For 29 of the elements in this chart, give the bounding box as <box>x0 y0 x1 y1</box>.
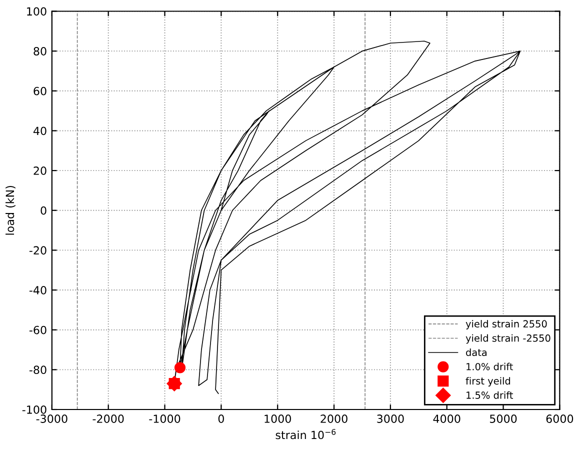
y-tick-label: 20 <box>34 166 46 175</box>
legend-label: 1.0% drift <box>466 362 513 370</box>
x-tick-label: 1000 <box>264 414 291 423</box>
legend-label: first yeild <box>466 377 510 386</box>
y-tick-label: -100 <box>22 405 46 414</box>
y-tick-label: -20 <box>29 246 46 255</box>
x-tick-label: 5000 <box>490 414 517 423</box>
legend-label: yield strain -2550 <box>466 334 550 344</box>
x-tick-label: 0 <box>218 414 224 423</box>
x-tick-label: -3000 <box>36 414 68 423</box>
y-tick-label: 40 <box>33 126 46 136</box>
x-tick-label: 2000 <box>320 414 348 423</box>
x-tick-label: -1000 <box>149 414 180 423</box>
x-tick-label: 3000 <box>377 414 404 423</box>
y-tick-label: 60 <box>34 86 46 96</box>
y-tick-label: -80 <box>29 366 46 374</box>
x-tick-label: -2000 <box>92 414 124 423</box>
y-tick-label: -60 <box>29 326 46 334</box>
y-tick-label: -40 <box>29 286 46 294</box>
y-tick-label: 0 <box>40 206 46 215</box>
legend-label: 1.5% drift <box>466 391 513 399</box>
y-tick-label: 80 <box>34 47 46 56</box>
legend-label: yield strain 2550 <box>466 320 547 330</box>
y-tick-label: 100 <box>27 7 46 16</box>
x-tick-label: 4000 <box>433 414 460 423</box>
x-axis-title: strain 10$^{−6}$ <box>276 429 336 440</box>
legend-label: data <box>466 348 487 356</box>
y-axis-title: load (kN) <box>6 186 16 235</box>
x-tick-label: 6000 <box>546 414 574 423</box>
